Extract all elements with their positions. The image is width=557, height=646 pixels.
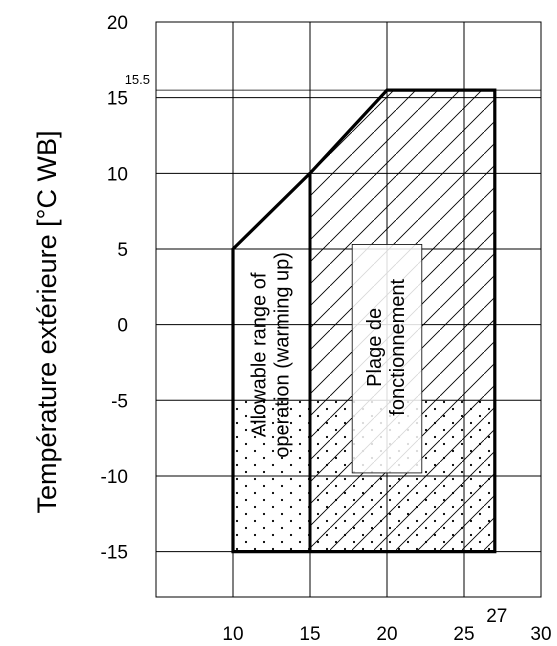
region-label-warming-up-text: Allowable range ofoperation (warming up) <box>249 252 294 458</box>
region-label-plage-text: Plage defonctionnement <box>364 279 409 416</box>
x-tick-label: 30 <box>530 624 551 645</box>
region-label-plage: Plage defonctionnement <box>351 244 423 474</box>
y-tick-label: 15 <box>107 89 128 110</box>
x-tick-label: 10 <box>222 624 243 645</box>
x-tick-label: 15 <box>299 624 320 645</box>
operating-envelope <box>231 88 497 554</box>
y-tick-label: -15 <box>101 543 128 564</box>
x-axis-ticks: 10 15 20 25 30 27 <box>222 606 551 645</box>
x-tick-label-extra: 27 <box>486 606 507 627</box>
y-tick-label-extra: 15.5 <box>125 72 150 87</box>
region-label-plage-box <box>351 244 423 474</box>
region-label-warming-up: Allowable range ofoperation (warming up) <box>249 252 294 458</box>
x-tick-label: 25 <box>453 624 474 645</box>
y-tick-label: 5 <box>117 240 128 261</box>
y-tick-label: 20 <box>107 13 128 34</box>
x-tick-label: 20 <box>376 624 397 645</box>
y-tick-label: 0 <box>117 316 128 337</box>
y-axis-ticks: 20 15 10 5 0 -5 -10 -15 15.5 <box>101 13 150 564</box>
plot-frame <box>155 21 542 598</box>
y-tick-label: -10 <box>101 467 128 488</box>
y-axis-label: Température extérieure [°C WB] <box>32 131 62 514</box>
y-tick-label: -5 <box>111 391 128 412</box>
y-tick-label: 10 <box>107 164 128 185</box>
